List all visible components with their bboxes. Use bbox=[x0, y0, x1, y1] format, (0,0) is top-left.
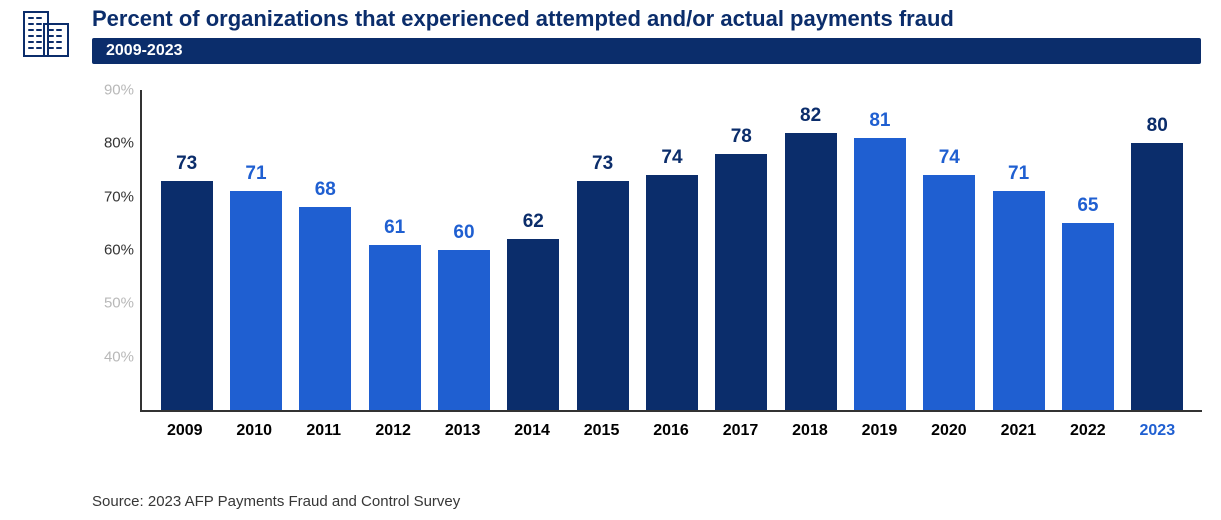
x-axis-label: 2016 bbox=[636, 422, 705, 440]
bar-slot: 74 bbox=[637, 90, 706, 410]
bar-value-label: 61 bbox=[384, 217, 405, 239]
bar-slot: 65 bbox=[1053, 90, 1122, 410]
y-axis-tick: 60% bbox=[94, 242, 134, 259]
bar: 73 bbox=[577, 181, 629, 410]
bar-slot: 82 bbox=[776, 90, 845, 410]
bar-value-label: 74 bbox=[939, 147, 960, 169]
x-axis-label: 2014 bbox=[497, 422, 566, 440]
bar-slot: 60 bbox=[429, 90, 498, 410]
x-axis-label: 2013 bbox=[428, 422, 497, 440]
bar-value-label: 60 bbox=[453, 222, 474, 244]
bar-value-label: 73 bbox=[592, 153, 613, 175]
bar: 80 bbox=[1131, 143, 1183, 410]
bar-slot: 81 bbox=[845, 90, 914, 410]
x-axis-label: 2021 bbox=[984, 422, 1053, 440]
x-axis-label: 2023 bbox=[1123, 422, 1192, 440]
bar: 71 bbox=[230, 191, 282, 410]
x-axis-labels: 2009201020112012201320142015201620172018… bbox=[150, 422, 1192, 440]
bars-group: 737168616062737478828174716580 bbox=[152, 90, 1192, 410]
y-axis-tick: 50% bbox=[94, 295, 134, 312]
x-axis-label: 2017 bbox=[706, 422, 775, 440]
y-axis-tick: 80% bbox=[94, 135, 134, 152]
x-axis-label: 2009 bbox=[150, 422, 219, 440]
bar: 73 bbox=[161, 181, 213, 410]
bar: 65 bbox=[1062, 223, 1114, 410]
chart-title: Percent of organizations that experience… bbox=[92, 6, 1201, 32]
bar-slot: 71 bbox=[221, 90, 290, 410]
x-axis-label: 2019 bbox=[845, 422, 914, 440]
building-icon bbox=[18, 6, 74, 62]
bar-slot: 78 bbox=[707, 90, 776, 410]
bar-slot: 68 bbox=[291, 90, 360, 410]
bar: 71 bbox=[993, 191, 1045, 410]
bar-value-label: 71 bbox=[245, 163, 266, 185]
bar: 68 bbox=[299, 207, 351, 410]
bar-value-label: 81 bbox=[869, 110, 890, 132]
bar: 74 bbox=[646, 175, 698, 410]
x-axis-label: 2020 bbox=[914, 422, 983, 440]
bar-value-label: 80 bbox=[1147, 115, 1168, 137]
bar-value-label: 78 bbox=[731, 126, 752, 148]
bar-value-label: 73 bbox=[176, 153, 197, 175]
bar-value-label: 62 bbox=[523, 211, 544, 233]
header: Percent of organizations that experience… bbox=[92, 6, 1201, 64]
bar-value-label: 68 bbox=[315, 179, 336, 201]
plot-area: 737168616062737478828174716580 40%50%60%… bbox=[140, 90, 1202, 412]
x-axis-label: 2022 bbox=[1053, 422, 1122, 440]
bar: 82 bbox=[785, 133, 837, 410]
bar: 62 bbox=[507, 239, 559, 410]
bar-slot: 74 bbox=[915, 90, 984, 410]
x-axis-label: 2012 bbox=[358, 422, 427, 440]
x-axis-label: 2010 bbox=[219, 422, 288, 440]
subtitle-bar: 2009-2023 bbox=[92, 38, 1201, 64]
subtitle-text: 2009-2023 bbox=[106, 42, 183, 60]
bar-value-label: 65 bbox=[1077, 195, 1098, 217]
x-axis-label: 2018 bbox=[775, 422, 844, 440]
source-text: Source: 2023 AFP Payments Fraud and Cont… bbox=[92, 493, 460, 510]
bar-value-label: 71 bbox=[1008, 163, 1029, 185]
x-axis-label: 2011 bbox=[289, 422, 358, 440]
bar-slot: 73 bbox=[568, 90, 637, 410]
bar: 81 bbox=[854, 138, 906, 410]
bar-value-label: 82 bbox=[800, 105, 821, 127]
x-axis-label: 2015 bbox=[567, 422, 636, 440]
y-axis-tick: 90% bbox=[94, 82, 134, 99]
bar-slot: 71 bbox=[984, 90, 1053, 410]
bar: 78 bbox=[715, 154, 767, 410]
bar: 60 bbox=[438, 250, 490, 410]
bar-slot: 80 bbox=[1123, 90, 1192, 410]
bar: 61 bbox=[369, 245, 421, 410]
bar-value-label: 74 bbox=[661, 147, 682, 169]
y-axis-tick: 40% bbox=[94, 348, 134, 365]
bar-slot: 73 bbox=[152, 90, 221, 410]
bar-slot: 61 bbox=[360, 90, 429, 410]
bar: 74 bbox=[923, 175, 975, 410]
bar-slot: 62 bbox=[499, 90, 568, 410]
bar-chart: 737168616062737478828174716580 40%50%60%… bbox=[92, 90, 1202, 450]
y-axis-tick: 70% bbox=[94, 188, 134, 205]
figure-container: Percent of organizations that experience… bbox=[0, 0, 1221, 520]
